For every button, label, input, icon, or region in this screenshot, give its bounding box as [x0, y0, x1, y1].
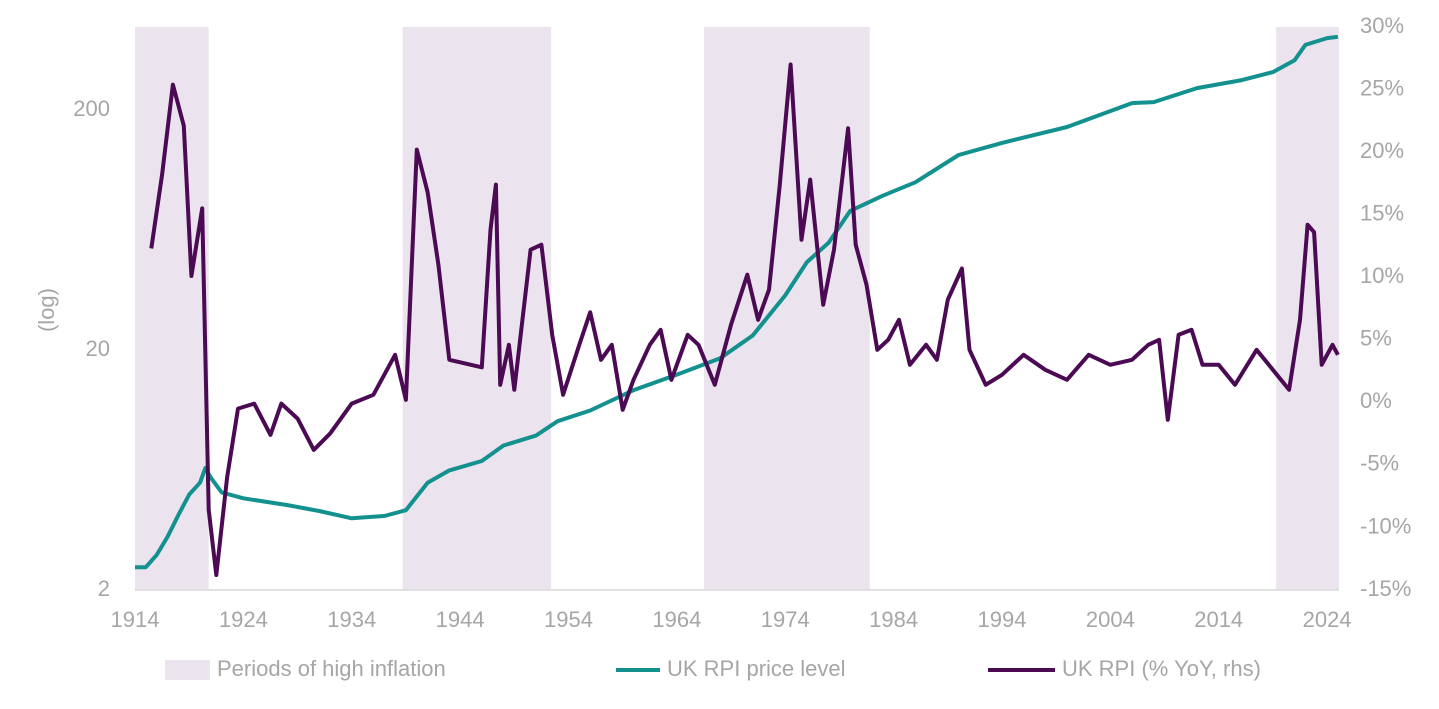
y-axis-label: (log) — [34, 288, 59, 332]
x-tick-label: 2024 — [1303, 607, 1352, 632]
legend-label: UK RPI price level — [667, 656, 846, 681]
y-tick-label: 2 — [98, 576, 110, 601]
y2-tick-label: -5% — [1360, 451, 1399, 476]
y2-tick-label: 15% — [1360, 200, 1404, 225]
legend-swatch — [165, 660, 210, 680]
series-line — [149, 62, 1340, 577]
y2-tick-label: 0% — [1360, 388, 1392, 413]
x-tick-label: 1934 — [327, 607, 376, 632]
y2-tick-label: 30% — [1360, 13, 1404, 38]
x-tick-label: 1974 — [761, 607, 810, 632]
x-tick-label: 1994 — [977, 607, 1026, 632]
x-tick-label: 2014 — [1194, 607, 1243, 632]
y2-tick-label: -15% — [1360, 576, 1411, 601]
shaded-period — [402, 27, 552, 590]
legend-label: UK RPI (% YoY, rhs) — [1062, 656, 1261, 681]
y2-tick-label: 25% — [1360, 75, 1404, 100]
x-tick-label: 1924 — [219, 607, 268, 632]
shaded-period — [1276, 27, 1339, 590]
x-tick-label: 2004 — [1086, 607, 1135, 632]
x-tick-label: 1964 — [652, 607, 701, 632]
y2-tick-label: -10% — [1360, 513, 1411, 538]
x-tick-label: 1984 — [869, 607, 918, 632]
y2-tick-label: 10% — [1360, 263, 1404, 288]
y2-tick-label: 5% — [1360, 326, 1392, 351]
shaded-period — [135, 27, 209, 590]
x-tick-label: 1914 — [111, 607, 160, 632]
x-tick-label: 1954 — [544, 607, 593, 632]
y-tick-label: 200 — [73, 96, 110, 121]
y2-tick-label: 20% — [1360, 138, 1404, 163]
y-tick-label: 20 — [86, 336, 110, 361]
legend-label: Periods of high inflation — [217, 656, 446, 681]
x-tick-label: 1944 — [436, 607, 485, 632]
